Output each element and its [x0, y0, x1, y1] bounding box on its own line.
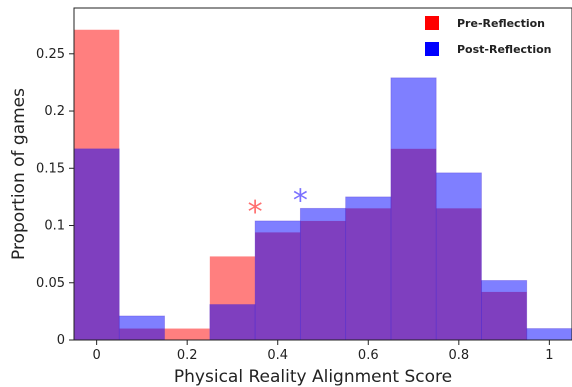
bar-post-1 — [118, 315, 165, 341]
bar-post-7 — [390, 77, 437, 341]
bar-post-3 — [209, 304, 256, 341]
bar-post-8 — [435, 172, 482, 341]
legend-label-pre: Pre-Reflection — [457, 17, 545, 30]
y-tick-label: 0.2 — [44, 104, 65, 119]
y-axis-title: Proportion of games — [9, 88, 29, 260]
significance-asterisk: * — [293, 183, 308, 218]
y-tick-label: 0 — [57, 333, 65, 348]
bar-post-9 — [481, 280, 528, 341]
bar-post-4 — [254, 220, 301, 341]
legend-label-post: Post-Reflection — [457, 43, 551, 56]
plot-frame — [73, 7, 572, 341]
x-tick-label: 0.4 — [267, 348, 288, 363]
x-tick-label: 0.8 — [448, 348, 469, 363]
legend-swatch-pre — [425, 16, 439, 30]
x-tick-label: 1 — [545, 348, 553, 363]
legend-swatch-post — [425, 42, 439, 56]
legend: Pre-Reflection Post-Reflection — [425, 16, 551, 56]
bar-pre-2 — [164, 328, 210, 340]
x-axis-title: Physical Reality Alignment Score — [174, 367, 452, 387]
bar-post-10 — [526, 328, 572, 341]
bar-post-5 — [299, 207, 347, 341]
significance-asterisk: * — [248, 195, 263, 230]
y-tick-label: 0.1 — [44, 219, 65, 234]
bars-layer — [73, 29, 572, 341]
y-tick-label: 0.25 — [36, 47, 65, 62]
y-tick-label: 0.15 — [36, 161, 65, 176]
annotations: * * — [248, 183, 308, 229]
y-tick-label: 0.05 — [36, 276, 65, 291]
x-tick-label: 0 — [92, 348, 100, 363]
y-axis: 0 0.05 0.1 0.15 0.2 0.25 — [36, 47, 74, 348]
x-tick-label: 0.2 — [177, 348, 198, 363]
x-tick-label: 0.6 — [358, 348, 379, 363]
x-axis: 0 0.2 0.4 0.6 0.8 1 — [92, 340, 554, 363]
bar-post-6 — [345, 196, 392, 341]
bar-post-0 — [73, 148, 120, 341]
